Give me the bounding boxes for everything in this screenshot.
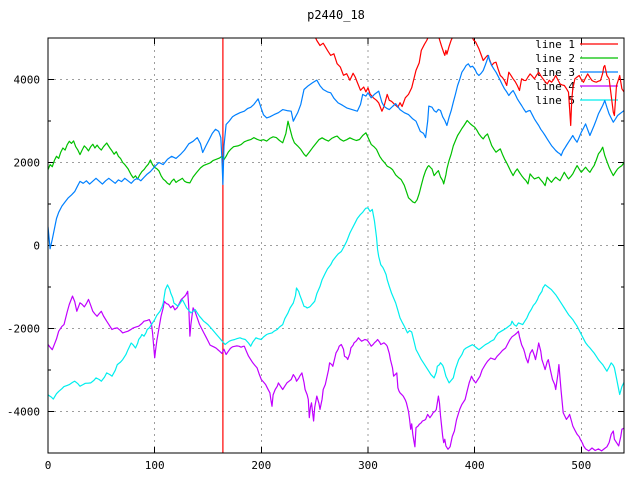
chart-title: p2440_18 [307,8,365,22]
series-line-1 [438,38,453,57]
legend-label: line 1 [535,38,575,51]
series-line-4 [48,290,624,452]
axis-labels: 0 100 200 300 400 500 -4000 -2000 0 2000 4000 [7,74,591,473]
legend-label: line 3 [535,66,575,79]
x-tick-label: 200 [251,459,271,472]
x-tick-label: 0 [45,459,52,472]
y-tick-label: -4000 [7,406,40,419]
series-line-2 [48,119,624,204]
x-tick-label: 400 [465,459,485,472]
y-tick-label: -2000 [7,323,40,336]
series-line-3 [48,54,624,250]
series-line-1 [314,38,429,112]
y-tick-label: 2000 [14,157,41,170]
series-line-1 [471,38,624,127]
plot-border [47,37,625,454]
x-tick-label: 500 [571,459,591,472]
legend-label: line 4 [535,80,575,93]
legend-label: line 5 [535,94,575,107]
series-curves [48,38,624,453]
legend-label: line 2 [535,52,575,65]
y-tick-label: 4000 [14,74,41,87]
x-tick-label: 100 [145,459,165,472]
series-line-5 [48,207,624,400]
y-tick-label: 0 [33,240,40,253]
gridlines [48,38,624,453]
x-tick-label: 300 [358,459,378,472]
